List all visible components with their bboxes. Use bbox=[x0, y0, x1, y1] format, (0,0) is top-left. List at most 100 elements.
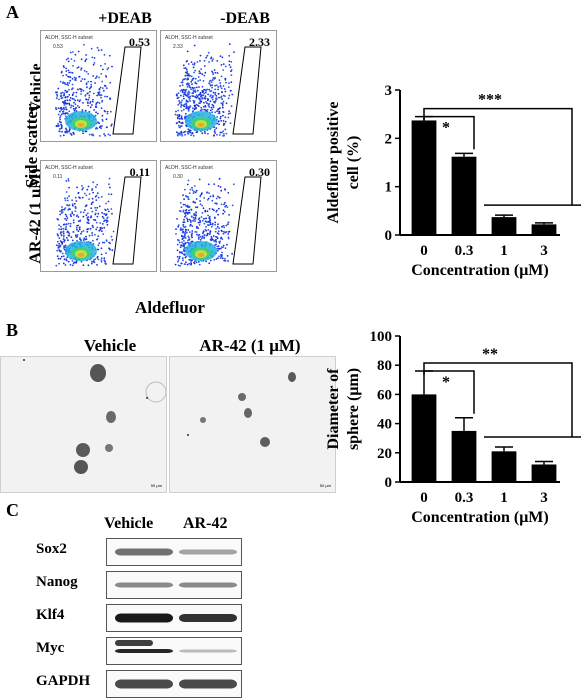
blot-col-ar42: AR-42 bbox=[183, 515, 228, 532]
bar bbox=[531, 224, 557, 235]
blot-band-klf4 bbox=[106, 604, 242, 632]
x-axis-label: Concentration (μM) bbox=[411, 262, 548, 279]
band bbox=[115, 649, 173, 653]
significance-star: *** bbox=[478, 92, 502, 109]
facs-scatter bbox=[174, 176, 262, 267]
blot-label-nanog: Nanog bbox=[36, 574, 78, 590]
gate-label: ALDH, SSC-H subset bbox=[45, 35, 93, 41]
sphere-label-ar42: AR-42 (1 μM) bbox=[199, 336, 301, 355]
col-header-minus-deab: -DEAB bbox=[220, 10, 270, 27]
panel-letter-b: B bbox=[6, 320, 19, 340]
significance-star: * bbox=[442, 120, 450, 137]
band bbox=[115, 613, 173, 623]
gate-percent-small: 2.33 bbox=[173, 44, 183, 50]
band bbox=[115, 679, 173, 689]
significance-bracket bbox=[423, 115, 475, 150]
band bbox=[179, 679, 237, 689]
band bbox=[179, 614, 237, 622]
significance-star: ** bbox=[482, 346, 498, 363]
band bbox=[179, 582, 237, 588]
gate-percent-small: 0.11 bbox=[53, 174, 63, 180]
y-tick-label: 100 bbox=[370, 329, 393, 345]
sphere-image-vehicle: 50 μm bbox=[0, 356, 167, 493]
bar bbox=[451, 430, 477, 482]
y-axis-label: cell (%) bbox=[345, 136, 362, 190]
y-tick-label: 0 bbox=[385, 475, 393, 491]
panel-letter-a: A bbox=[6, 2, 19, 22]
band bbox=[115, 582, 173, 588]
sphere-micrograph-vehicle bbox=[23, 359, 166, 474]
x-axis-aldefluor: Aldefluor bbox=[135, 298, 205, 317]
sphere-image-ar42: 50 μm bbox=[169, 356, 336, 493]
bar bbox=[411, 120, 437, 235]
blot-label-klf4: Klf4 bbox=[36, 607, 65, 623]
facs-plot: ALDH, SSC-H subset 0.53 0.53 bbox=[40, 30, 157, 142]
gate-percent-small: 0.53 bbox=[53, 44, 63, 50]
blot-label-myc: Myc bbox=[36, 640, 65, 656]
band bbox=[115, 548, 173, 556]
scale-bar-label: 50 μm bbox=[319, 483, 331, 488]
bar bbox=[491, 451, 517, 482]
band bbox=[179, 549, 237, 555]
x-tick-label: 0.3 bbox=[455, 243, 474, 259]
blot-band-myc bbox=[106, 637, 242, 665]
x-tick-label: 1 bbox=[500, 490, 508, 506]
gate-percent: 0.53 bbox=[129, 35, 150, 49]
facs-scatter bbox=[55, 176, 142, 267]
gate-percent-small: 0.30 bbox=[173, 174, 183, 180]
blot-band-sox2 bbox=[106, 538, 242, 566]
gate-label: ALDH, SSC-H subset bbox=[45, 165, 93, 171]
x-axis-label: Concentration (μM) bbox=[411, 509, 548, 526]
x-tick-label: 0.3 bbox=[455, 490, 474, 506]
gate-percent: 0.30 bbox=[249, 165, 270, 179]
x-tick-label: 3 bbox=[540, 243, 548, 259]
band bbox=[179, 649, 237, 653]
panel-letter-c: C bbox=[6, 500, 19, 520]
y-tick-label: 60 bbox=[377, 387, 392, 403]
facs-plot: ALDH, SSC-H subset 0.11 0.11 bbox=[40, 160, 157, 272]
blot-band-gapdh bbox=[106, 670, 242, 698]
bar bbox=[531, 464, 557, 482]
y-tick-label: 3 bbox=[385, 83, 393, 99]
blot-col-vehicle: Vehicle bbox=[104, 515, 154, 532]
gate-polygon bbox=[112, 176, 142, 265]
sphere-micrograph-ar42 bbox=[187, 372, 296, 447]
y-tick-label: 40 bbox=[377, 417, 392, 433]
facs-plot: ALDH, SSC-H subset 2.33 2.33 bbox=[160, 30, 277, 142]
sphere-label-vehicle: Vehicle bbox=[83, 336, 137, 355]
bar bbox=[491, 217, 517, 235]
x-tick-label: 1 bbox=[500, 243, 508, 259]
y-tick-label: 20 bbox=[377, 446, 392, 462]
y-tick-label: 80 bbox=[377, 358, 392, 374]
x-tick-label: 3 bbox=[540, 490, 548, 506]
gate-polygon bbox=[112, 46, 142, 135]
blot-label-gapdh: GAPDH bbox=[36, 673, 91, 689]
facs-plot: ALDH, SSC-H subset 0.30 0.30 bbox=[160, 160, 277, 272]
col-header-plus-deab: +DEAB bbox=[98, 10, 152, 27]
significance-star: * bbox=[442, 374, 450, 391]
y-axis-label: Diameter of bbox=[325, 368, 342, 450]
significance-bracket bbox=[423, 107, 573, 206]
x-tick-label: 0 bbox=[420, 243, 428, 259]
scale-bar-label: 50 μm bbox=[150, 483, 162, 488]
significance-bracket bbox=[423, 370, 475, 414]
facs-scatter bbox=[55, 43, 142, 137]
gate-label: ALDH, SSC-H subset bbox=[165, 35, 213, 41]
blot-band-nanog bbox=[106, 571, 242, 599]
significance-bracket bbox=[423, 362, 573, 437]
gate-polygon bbox=[232, 46, 262, 135]
gate-percent: 2.33 bbox=[249, 35, 270, 49]
facs-scatter bbox=[174, 43, 262, 137]
gate-label: ALDH, SSC-H subset bbox=[165, 165, 213, 171]
y-tick-label: 2 bbox=[385, 131, 393, 147]
band bbox=[115, 640, 153, 646]
y-tick-label: 0 bbox=[385, 228, 393, 244]
bar bbox=[411, 394, 437, 482]
gate-polygon bbox=[232, 176, 262, 265]
bar bbox=[451, 156, 477, 235]
gate-percent: 0.11 bbox=[129, 165, 150, 179]
x-tick-label: 0 bbox=[420, 490, 428, 506]
blot-label-sox2: Sox2 bbox=[36, 541, 67, 557]
